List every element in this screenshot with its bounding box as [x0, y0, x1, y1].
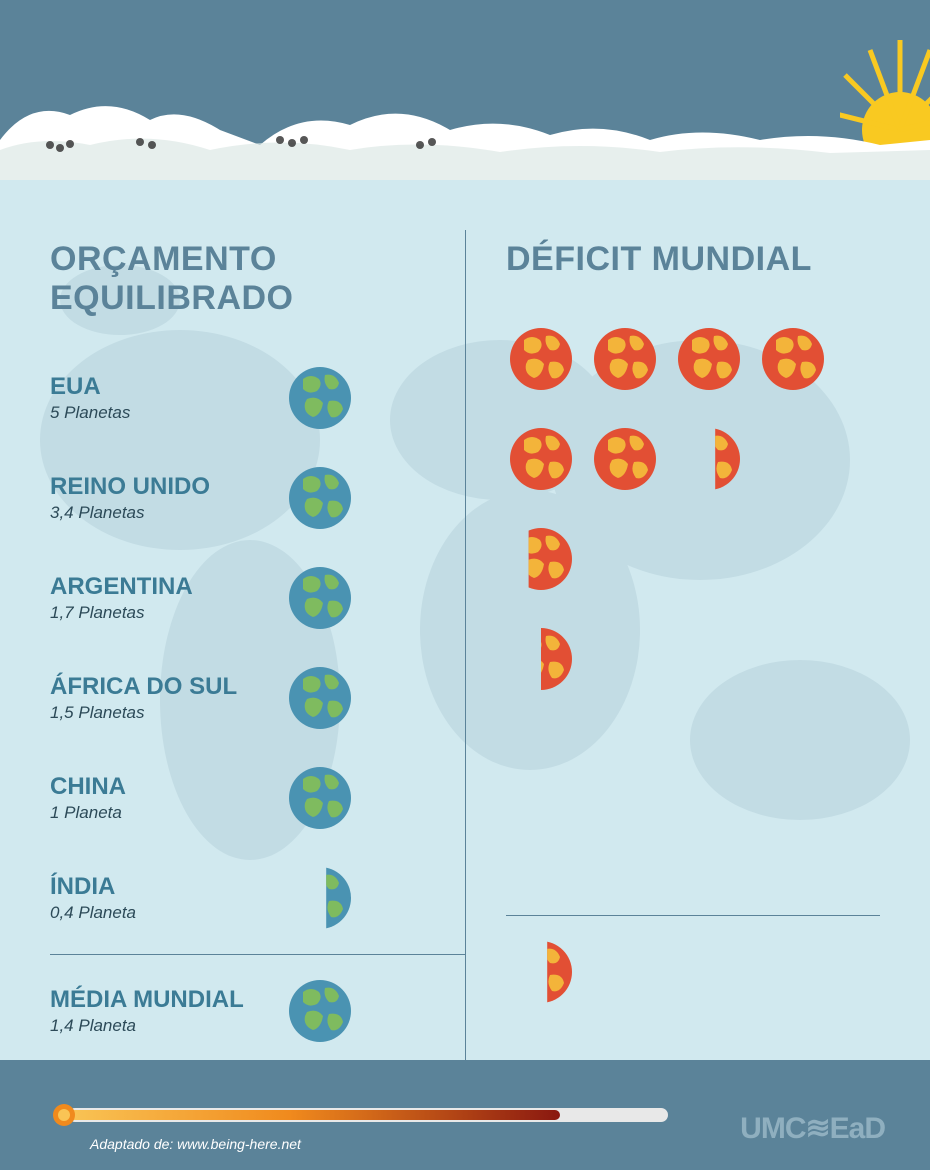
country-name: ÍNDIA: [50, 873, 285, 901]
globe-icon: [285, 463, 355, 533]
deficit-row: [506, 922, 880, 1022]
country-name: ARGENTINA: [50, 573, 285, 601]
country-row: ARGENTINA 1,7 Planetas: [50, 548, 465, 648]
ice-illustration: [0, 90, 930, 180]
globe-icon: [285, 563, 355, 633]
thermometer-icon: [50, 1104, 670, 1126]
planet-count: 3,4 Planetas: [50, 503, 285, 523]
separator-right: [506, 915, 880, 916]
country-row: ÍNDIA 0,4 Planeta: [50, 848, 465, 948]
credit-text: Adaptado de: www.being-here.net: [90, 1136, 301, 1152]
country-row: MÉDIA MUNDIAL 1,4 Planeta: [50, 961, 465, 1061]
columns: ORÇAMENTO EQUILIBRADO EUA 5 Planetas REI…: [50, 230, 880, 1061]
deficit-globe-icon: [506, 624, 576, 694]
deficit-globe-icon: [506, 324, 576, 394]
planet-count: 1 Planeta: [50, 803, 285, 823]
deficit-globe-icon: [590, 424, 660, 494]
column-balanced: ORÇAMENTO EQUILIBRADO EUA 5 Planetas REI…: [50, 230, 465, 1061]
planet-count: 1,5 Planetas: [50, 703, 285, 723]
deficit-globe-icon: [674, 324, 744, 394]
planet-count: 1,4 Planeta: [50, 1016, 285, 1036]
right-title: DÉFICIT MUNDIAL: [506, 240, 880, 279]
header-band: [0, 0, 930, 180]
country-row: CHINA 1 Planeta: [50, 748, 465, 848]
planet-count: 0,4 Planeta: [50, 903, 285, 923]
left-title: ORÇAMENTO EQUILIBRADO: [50, 240, 465, 318]
deficit-row: [506, 809, 880, 909]
planet-count: 5 Planetas: [50, 403, 285, 423]
separator-left: [50, 954, 465, 955]
deficit-globe-icon: [590, 324, 660, 394]
deficit-row: [506, 609, 880, 709]
rows-right: [506, 309, 880, 909]
deficit-globe-icon: [506, 424, 576, 494]
country-row: REINO UNIDO 3,4 Planetas: [50, 448, 465, 548]
footer: Adaptado de: www.being-here.net UMC≋EaD: [0, 1060, 930, 1170]
globe-icon: [285, 863, 355, 933]
column-deficit: DÉFICIT MUNDIAL: [466, 230, 880, 1061]
avg-right: [506, 922, 880, 1022]
deficit-globe-icon: [758, 324, 828, 394]
deficit-globe-icon: [674, 424, 744, 494]
deficit-row: [506, 709, 880, 809]
deficit-row: [506, 509, 880, 609]
country-row: ÁFRICA DO SUL 1,5 Planetas: [50, 648, 465, 748]
avg-left: MÉDIA MUNDIAL 1,4 Planeta: [50, 961, 465, 1061]
country-name: CHINA: [50, 773, 285, 801]
planet-count: 1,7 Planetas: [50, 603, 285, 623]
deficit-row: [506, 309, 880, 409]
deficit-globe-icon: [506, 937, 576, 1007]
country-name: EUA: [50, 373, 285, 401]
globe-icon: [285, 363, 355, 433]
globe-icon: [285, 976, 355, 1046]
rows-left: EUA 5 Planetas REINO UNIDO 3,4 Planetas: [50, 348, 465, 948]
logo: UMC≋EaD: [740, 1111, 885, 1146]
country-row: EUA 5 Planetas: [50, 348, 465, 448]
country-name: MÉDIA MUNDIAL: [50, 986, 285, 1014]
deficit-globe-icon: [506, 524, 576, 594]
globe-icon: [285, 763, 355, 833]
globe-icon: [285, 663, 355, 733]
country-name: ÁFRICA DO SUL: [50, 673, 285, 701]
main-panel: ORÇAMENTO EQUILIBRADO EUA 5 Planetas REI…: [0, 180, 930, 1060]
deficit-row: [506, 409, 880, 509]
country-name: REINO UNIDO: [50, 473, 285, 501]
